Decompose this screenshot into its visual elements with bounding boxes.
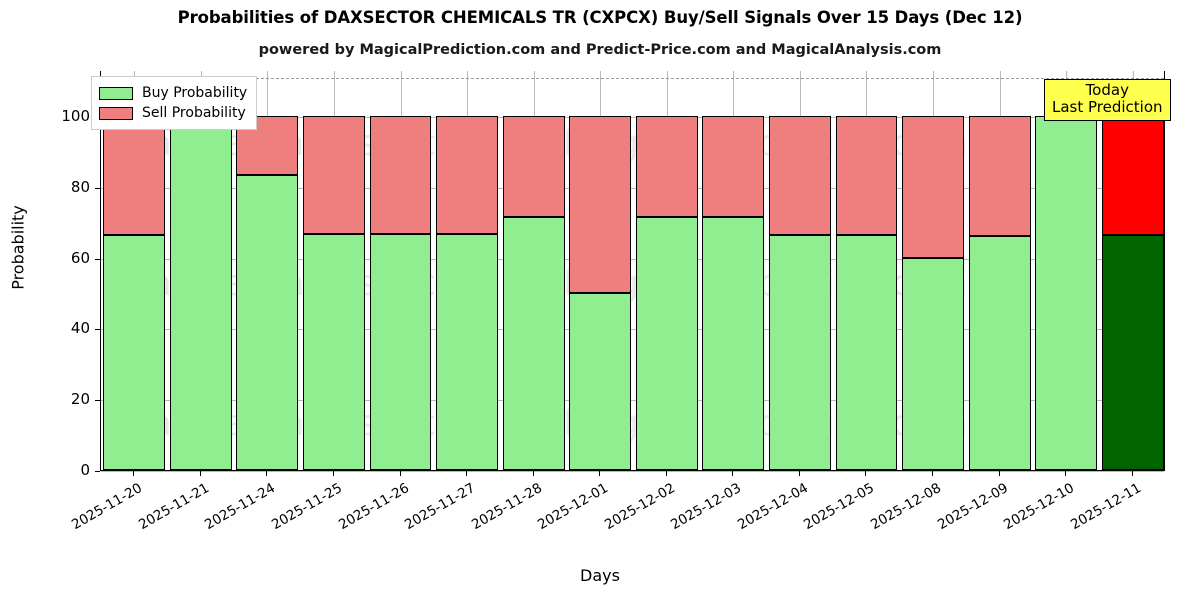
bar-group[interactable] <box>103 70 166 470</box>
bar-segment-buy[interactable] <box>569 293 632 470</box>
bar-segment-sell[interactable] <box>502 116 565 218</box>
bar-segment-buy[interactable] <box>902 257 964 470</box>
bar-group[interactable] <box>835 70 898 470</box>
bar-group[interactable] <box>303 70 365 470</box>
x-axis-tick-mark <box>998 471 1000 476</box>
bar-group[interactable] <box>236 70 299 470</box>
x-axis-label: Days <box>580 566 620 585</box>
x-axis-tick-mark <box>932 471 934 476</box>
bar-segment-sell[interactable] <box>902 116 964 258</box>
bar-group[interactable] <box>635 70 698 470</box>
bar-segment-sell[interactable] <box>1101 116 1164 236</box>
x-axis-tick-mark <box>798 471 800 476</box>
legend-label-sell: Sell Probability <box>142 105 246 121</box>
y-axis-tick-label: 100 <box>61 107 90 126</box>
gridline-horizontal <box>101 329 1164 331</box>
chart-title: Probabilities of DAXSECTOR CHEMICALS TR … <box>177 8 1023 27</box>
bar-segment-buy[interactable] <box>436 233 499 470</box>
bar-group[interactable] <box>968 70 1031 470</box>
x-axis-tick-mark <box>399 471 401 476</box>
x-axis-tick-mark <box>865 471 867 476</box>
legend-swatch-sell <box>99 106 133 120</box>
bar-segment-buy[interactable] <box>702 217 765 470</box>
bar-segment-buy[interactable] <box>1101 235 1164 470</box>
y-axis-tick-label: 20 <box>70 390 90 409</box>
legend-swatch-buy <box>99 86 133 100</box>
bar-group[interactable] <box>569 70 632 470</box>
chart-legend: Buy Probability Sell Probability <box>91 76 258 130</box>
x-axis-tick-mark <box>599 471 601 476</box>
x-axis-tick-mark <box>266 471 268 476</box>
bar-group[interactable] <box>768 70 831 470</box>
y-axis-tick-mark <box>95 471 100 472</box>
y-axis-tick-label: 0 <box>80 461 90 479</box>
bar-group[interactable] <box>1101 70 1164 470</box>
bar-segment-sell[interactable] <box>103 116 166 236</box>
y-axis-tick-label: 60 <box>70 248 90 267</box>
bar-group[interactable] <box>436 70 499 470</box>
gridline-horizontal <box>101 400 1164 402</box>
bar-segment-sell[interactable] <box>768 116 831 236</box>
bar-segment-sell[interactable] <box>436 116 499 234</box>
today-annotation-line1: Today <box>1085 81 1129 99</box>
plot-area: MagicalAnalysis.comMagicalPrediction.com… <box>100 70 1165 472</box>
x-axis-tick-mark <box>732 471 734 476</box>
x-axis-tick-mark <box>532 471 534 476</box>
y-axis-tick-mark <box>95 400 100 402</box>
x-axis-tick-mark <box>466 471 468 476</box>
x-axis-tick-mark <box>199 471 201 476</box>
x-axis-tick-mark <box>332 471 334 476</box>
bar-segment-sell[interactable] <box>303 116 365 234</box>
bar-segment-buy[interactable] <box>103 235 166 470</box>
x-axis-tick-mark <box>1131 471 1133 476</box>
y-axis-tick-mark <box>95 187 100 189</box>
bar-group[interactable] <box>1035 70 1098 470</box>
y-axis-tick-mark <box>95 258 100 260</box>
bar-group[interactable] <box>169 70 232 470</box>
y-axis-tick-label: 40 <box>70 319 90 338</box>
bar-segment-buy[interactable] <box>835 235 898 470</box>
y-axis-label: Probability <box>8 205 28 290</box>
gridline-horizontal <box>101 117 1164 119</box>
gridline-horizontal <box>101 187 1164 189</box>
bar-segment-buy[interactable] <box>502 217 565 470</box>
bar-segment-sell[interactable] <box>702 116 765 218</box>
legend-label-buy: Buy Probability <box>142 85 248 101</box>
x-axis-tick-mark <box>665 471 667 476</box>
bar-group[interactable] <box>702 70 765 470</box>
y-axis-tick-label: 80 <box>70 177 90 196</box>
bar-segment-sell[interactable] <box>968 116 1031 237</box>
legend-item-sell: Sell Probability <box>99 103 247 123</box>
bar-segment-sell[interactable] <box>369 116 432 234</box>
bar-group[interactable] <box>902 70 964 470</box>
y-axis-tick-mark <box>95 329 100 331</box>
bar-group[interactable] <box>502 70 565 470</box>
x-axis-tick-mark <box>133 471 135 476</box>
bar-segment-buy[interactable] <box>768 235 831 470</box>
today-annotation-line2: Last Prediction <box>1052 97 1163 116</box>
bar-segment-sell[interactable] <box>835 116 898 236</box>
gridline-horizontal <box>101 471 1164 472</box>
bar-segment-buy[interactable] <box>968 236 1031 470</box>
bar-segment-buy[interactable] <box>169 116 232 470</box>
bar-segment-buy[interactable] <box>1035 116 1098 470</box>
bar-segment-buy[interactable] <box>303 233 365 470</box>
bar-segment-buy[interactable] <box>236 175 299 470</box>
bar-group[interactable] <box>369 70 432 470</box>
x-axis-tick-mark <box>1065 471 1067 476</box>
today-annotation: Today Last Prediction <box>1044 79 1171 121</box>
bar-segment-sell[interactable] <box>569 116 632 293</box>
bar-segment-buy[interactable] <box>635 217 698 470</box>
reference-dashed-line <box>101 78 1164 80</box>
bar-segment-buy[interactable] <box>369 233 432 470</box>
legend-item-buy: Buy Probability <box>99 83 247 103</box>
gridline-horizontal <box>101 258 1164 260</box>
bar-segment-sell[interactable] <box>635 116 698 218</box>
chart-subtitle: powered by MagicalPrediction.com and Pre… <box>258 42 942 58</box>
